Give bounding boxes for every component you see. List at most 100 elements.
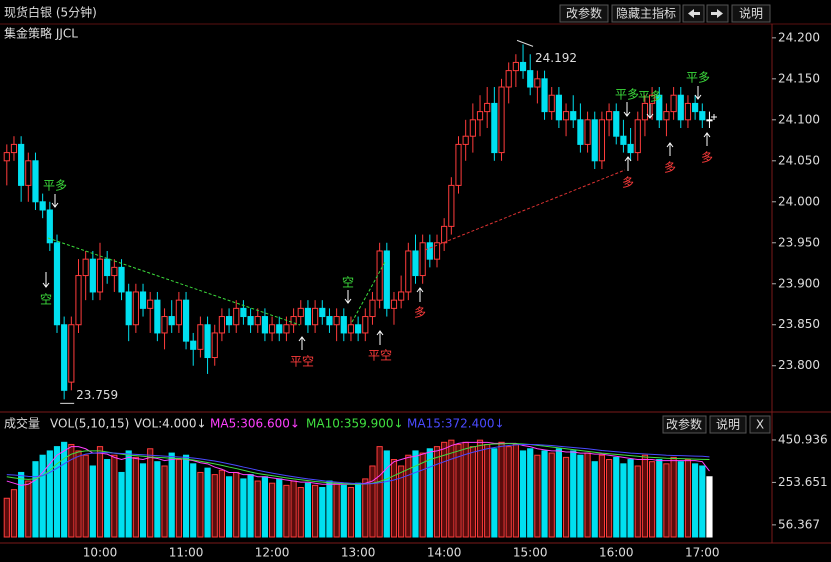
volume-bar [18, 471, 25, 538]
volume-bar [699, 465, 706, 538]
candle-body [276, 324, 283, 334]
candle-body [527, 70, 534, 88]
candle-body [649, 94, 656, 104]
volume-bar [462, 441, 469, 538]
button[interactable] [749, 415, 771, 434]
volume-bar [548, 452, 555, 538]
candle-body [548, 94, 555, 113]
signal-arrow-head [51, 202, 59, 208]
candle-body [369, 299, 376, 318]
volume-bar [484, 443, 491, 538]
volume-bar [519, 450, 527, 538]
trend-line [351, 261, 386, 323]
legend-entry: MA5:306.600↓ [210, 417, 300, 431]
vol-label: VOL:4.000↓ [134, 417, 207, 431]
candle-body [340, 316, 347, 334]
legend-entry: MA15:372.400↓ [407, 417, 505, 431]
candle-body [498, 86, 505, 154]
signal-arrow-head [42, 282, 50, 288]
volume-bar [211, 474, 218, 538]
volume-bar [82, 454, 89, 538]
x-tick-label: 12:00 [255, 546, 290, 560]
volume-bar [441, 441, 448, 538]
candle-body [577, 119, 584, 145]
volume-bar [498, 441, 505, 538]
signal-label: 空 [40, 293, 52, 307]
candle-body [25, 160, 32, 186]
button-label[interactable]: 说明 [716, 417, 740, 432]
y-tick-label: 23.800 [778, 358, 820, 372]
candle-body [491, 102, 498, 154]
signal-arrow-head [703, 132, 711, 138]
signal-label: 空 [342, 276, 354, 290]
x-tick-label: 15:00 [513, 546, 548, 560]
volume-bar [290, 480, 297, 538]
crosshair-mark [711, 114, 717, 120]
candle-body [684, 102, 692, 121]
volume-bar [491, 448, 498, 538]
candle-body [304, 307, 312, 326]
button[interactable] [731, 4, 771, 23]
volume-bar [118, 471, 125, 538]
volume-bar [68, 443, 75, 538]
volume-bar [139, 463, 147, 538]
window-title: 现货白银 (5分钟) [4, 5, 97, 20]
candle-body [376, 250, 383, 301]
signal-label: 平多 [638, 90, 662, 104]
volume-bar [39, 454, 46, 538]
candle-body [268, 324, 276, 334]
candle-body [247, 316, 254, 326]
trend-line [47, 237, 301, 326]
volume-bar [25, 480, 32, 538]
button-label[interactable]: 改参数 [566, 6, 602, 21]
candle-body [96, 258, 104, 293]
y-tick-label: 24.100 [778, 112, 820, 126]
button[interactable] [559, 4, 609, 23]
candle-body [355, 324, 362, 334]
volume-bar [225, 476, 233, 538]
x-tick-label: 13:00 [341, 546, 376, 560]
signal-label: 多 [664, 161, 676, 175]
button[interactable] [611, 4, 681, 23]
candle-body [541, 78, 548, 113]
button[interactable] [662, 415, 707, 434]
volume-bar [355, 482, 362, 538]
signal-arrow-head [624, 156, 632, 162]
candle-body [225, 316, 233, 326]
volume-bar [312, 484, 319, 538]
volume-bar [204, 467, 211, 538]
volume-bar [319, 487, 326, 538]
candle-body [670, 94, 677, 113]
left-arrow-icon[interactable] [688, 9, 700, 18]
volume-bar [692, 463, 699, 538]
candle-body [333, 316, 340, 326]
button-label[interactable]: 改参数 [666, 417, 702, 432]
button[interactable] [709, 415, 747, 434]
candle-body [383, 250, 390, 309]
candle-body [104, 258, 111, 277]
y-tick-label: 23.850 [778, 317, 820, 331]
y-tick-label: 56.367 [778, 517, 820, 531]
indicator-label: VOL(5,10,15) [50, 417, 129, 431]
candle-body [398, 291, 405, 301]
volume-bar [541, 450, 548, 538]
volume-bar [584, 452, 591, 538]
candle-body [283, 324, 290, 334]
candle-body [261, 316, 269, 334]
candle-body [154, 299, 161, 334]
button-label[interactable]: 隐藏主指标 [616, 6, 676, 21]
candle-body [32, 160, 39, 203]
candle-body [125, 291, 132, 326]
button-label[interactable]: 说明 [739, 6, 763, 21]
volume-bar [405, 454, 412, 538]
signal-arrow-head [376, 330, 384, 336]
candle-body [39, 201, 46, 211]
right-arrow-icon[interactable] [711, 9, 723, 18]
candle-body [419, 242, 426, 277]
button-label[interactable]: X [756, 418, 764, 432]
signal-label: 平多 [686, 71, 710, 85]
y-tick-label: 23.950 [778, 235, 820, 249]
volume-bar [261, 476, 269, 538]
candle-body [505, 70, 512, 88]
volume-bar [448, 439, 455, 538]
